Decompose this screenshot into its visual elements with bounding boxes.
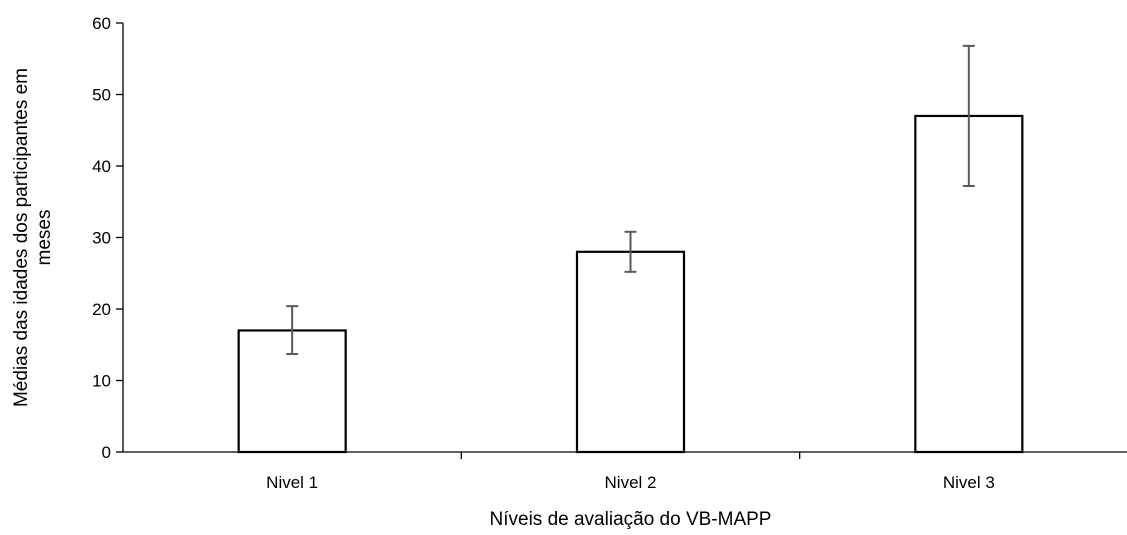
y-tick-label: 30 <box>92 229 111 248</box>
y-tick-label: 10 <box>92 372 111 391</box>
x-tick-label: Nivel 1 <box>266 473 318 492</box>
error-bar <box>962 44 975 188</box>
x-axis-title: Níveis de avaliação do VB-MAPP <box>490 509 772 530</box>
bars <box>237 114 1024 454</box>
y-tick-label: 20 <box>92 300 111 319</box>
x-tick-label: Nivel 3 <box>943 473 995 492</box>
y-axis: 0 10 20 30 40 50 60 <box>92 14 124 462</box>
y-axis-title-line-1: Médias das idades dos participantes em <box>11 68 32 407</box>
error-bar <box>286 305 299 356</box>
y-tick-label: 0 <box>102 443 111 462</box>
x-tick-label: Nivel 2 <box>605 473 657 492</box>
y-tick-label: 40 <box>92 157 111 176</box>
y-axis-title-line-2: meses <box>34 210 55 266</box>
y-tick-label: 50 <box>92 86 111 105</box>
error-bar <box>624 230 637 273</box>
axis-titles: Níveis de avaliação do VB-MAPP Médias da… <box>11 68 771 530</box>
y-tick-label: 60 <box>92 14 111 33</box>
bar <box>575 250 686 454</box>
x-axis: Nivel 1 Nivel 2 Nivel 3 <box>123 451 1127 492</box>
error-bars <box>286 44 975 356</box>
